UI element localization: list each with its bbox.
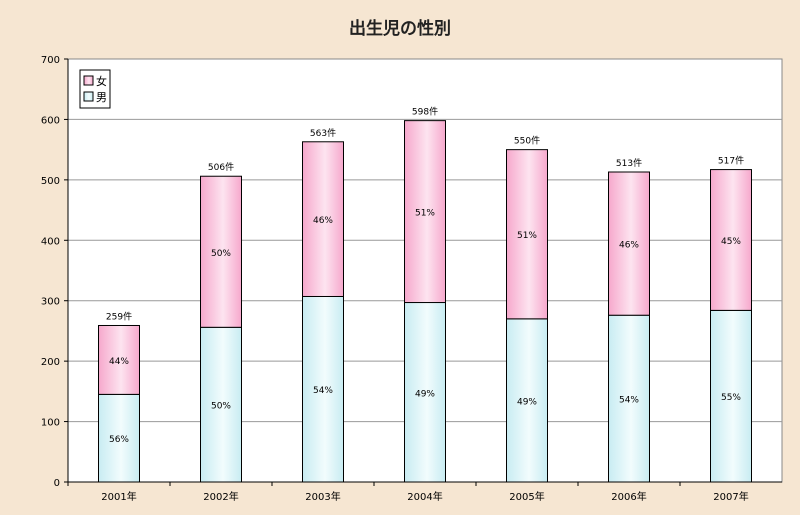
legend-swatch-1 — [83, 91, 94, 102]
data-label-male-2004年: 49% — [415, 389, 435, 399]
bar-male-2005年 — [506, 318, 548, 483]
y-tick-label-500: 500 — [41, 176, 60, 187]
y-tick-label-400: 400 — [41, 236, 60, 247]
total-label-2004年: 598件 — [412, 106, 438, 118]
y-tick-label-200: 200 — [41, 357, 60, 368]
data-label-male-2007年: 55% — [721, 393, 741, 403]
total-label-2005年: 550件 — [514, 135, 540, 147]
bar-female-2006年 — [608, 171, 650, 316]
total-label-2001年: 259件 — [106, 310, 132, 322]
y-tick-label-0: 0 — [54, 478, 60, 489]
bar-female-2004年 — [404, 120, 446, 304]
x-tick-label-2005年: 2005年 — [509, 490, 544, 503]
data-label-male-2003年: 54% — [313, 386, 333, 396]
x-tick-label-2007年: 2007年 — [713, 490, 748, 503]
y-tick-label-700: 700 — [41, 55, 60, 66]
total-label-2002年: 506件 — [208, 161, 234, 173]
y-tick-label-300: 300 — [41, 297, 60, 308]
data-label-female-2003年: 46% — [313, 216, 333, 226]
data-label-male-2002年: 50% — [211, 402, 231, 412]
y-tick-label-600: 600 — [41, 115, 60, 126]
bar-female-2002年 — [200, 175, 242, 328]
bar-male-2003年 — [302, 295, 344, 483]
total-label-2007年: 517件 — [718, 155, 744, 167]
data-label-female-2001年: 44% — [109, 357, 129, 367]
data-label-male-2006年: 54% — [619, 396, 639, 406]
data-label-female-2006年: 46% — [619, 241, 639, 251]
x-tick-label-2001年: 2001年 — [101, 490, 136, 503]
data-label-female-2007年: 45% — [721, 237, 741, 247]
legend-label-0: 女 — [96, 74, 107, 88]
chart-title: 出生児の性別 — [349, 19, 451, 39]
legend-swatch-0 — [83, 75, 94, 86]
bar-female-2007年 — [710, 169, 752, 311]
data-label-female-2004年: 51% — [415, 209, 435, 219]
total-label-2006年: 513件 — [616, 157, 642, 169]
data-label-male-2005年: 49% — [517, 397, 537, 407]
total-label-2003年: 563件 — [310, 127, 336, 139]
bar-female-2003年 — [302, 141, 344, 297]
bar-male-2006年 — [608, 314, 650, 483]
bar-female-2005年 — [506, 149, 548, 320]
bar-male-2007年 — [710, 309, 752, 483]
data-label-female-2002年: 50% — [211, 249, 231, 259]
legend-label-1: 男 — [96, 91, 107, 104]
x-tick-label-2006年: 2006年 — [611, 490, 646, 503]
data-label-male-2001年: 56% — [109, 435, 129, 445]
x-tick-label-2002年: 2002年 — [203, 490, 238, 503]
bar-female-2001年 — [98, 324, 140, 395]
y-tick-label-100: 100 — [41, 418, 60, 429]
bar-male-2004年 — [404, 302, 446, 483]
data-label-female-2005年: 51% — [517, 231, 537, 241]
x-tick-label-2003年: 2003年 — [305, 490, 340, 503]
bar-male-2001年 — [98, 393, 140, 483]
x-tick-label-2004年: 2004年 — [407, 490, 442, 503]
